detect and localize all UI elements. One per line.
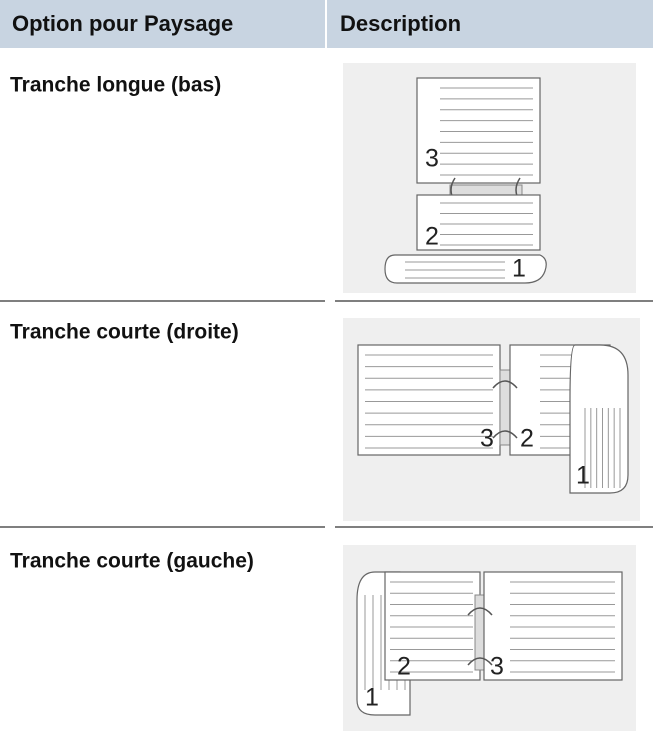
page-number: 2	[397, 653, 411, 681]
header-text: Option pour Paysage	[12, 11, 233, 36]
page-number: 3	[480, 425, 494, 453]
header-cell	[327, 0, 653, 48]
page-sheet	[416, 194, 541, 251]
page-sheet	[357, 344, 501, 456]
page-number: 2	[520, 425, 534, 453]
row-label: Tranche longue (bas)	[10, 74, 221, 97]
page-sheet	[384, 571, 481, 681]
ring	[492, 380, 518, 439]
binding	[449, 184, 523, 196]
header-cell	[0, 0, 325, 48]
page-number: 3	[425, 145, 439, 173]
page-number: 2	[425, 223, 439, 251]
page-number: 1	[512, 255, 526, 283]
row-label: Tranche courte (gauche)	[10, 550, 254, 573]
page-number: 3	[490, 653, 504, 681]
ring	[467, 607, 493, 666]
row-label: Tranche courte (droite)	[10, 321, 239, 344]
page-number: 1	[365, 684, 379, 712]
page-sheet	[416, 77, 541, 184]
page-number: 1	[576, 462, 590, 490]
header-text: Description	[340, 11, 461, 36]
page-sheet	[483, 571, 623, 681]
